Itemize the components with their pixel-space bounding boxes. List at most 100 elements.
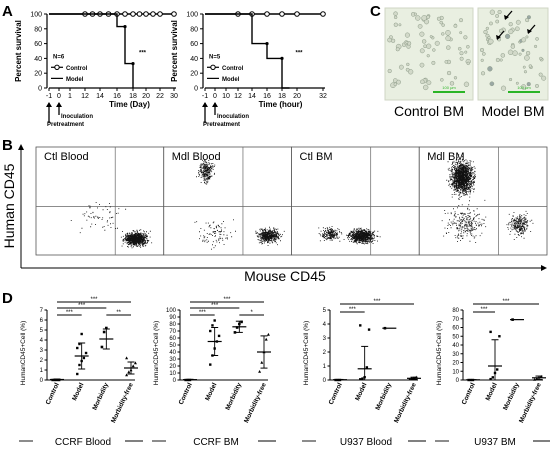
y-tick-label: 5 [40,328,44,334]
cell [444,60,449,64]
micrograph-panel: 100 μm Control BM 100 μm Model BM [384,7,549,119]
flow-plot-label: Mdl BM [427,151,464,163]
data-point [213,319,216,322]
data-point [102,330,106,334]
cell [535,37,539,41]
cell [480,71,486,76]
data-point [264,337,268,341]
cell [510,44,516,49]
y-tick-label: 7 [40,308,44,314]
x-tick-label: 12 [234,93,242,100]
data-point [489,330,492,334]
control-point [150,11,156,17]
x-tick-label: -1 [202,93,208,100]
cell [426,80,432,86]
y-tick-label: 0 [194,86,198,93]
data-point [80,332,83,336]
category-label: Model [354,382,368,402]
category-label: Morbidity [224,382,243,412]
control-point [171,11,177,17]
cell [393,82,398,87]
cell [538,72,543,77]
cell [524,55,530,61]
y-tick-label: 20 [190,71,198,78]
y-tick-label: 90 [169,315,176,321]
cell [441,23,445,27]
data-point [235,326,239,329]
data-point [367,328,371,331]
cell [445,35,451,42]
data-point [258,370,262,373]
y-tick-label: 30 [169,357,176,363]
y-axis-label: HumanCD45+Cell (%) [153,321,160,385]
model-survival-line [49,13,134,88]
y-tick-label: 70 [169,329,176,335]
cell [459,18,464,23]
cell [525,50,531,56]
control-point [279,11,285,17]
significance-label: *** [139,51,147,57]
n-label: N=5 [209,54,221,60]
data-point [125,356,129,360]
y-tick-label: 80 [34,26,42,33]
control-point [130,11,136,17]
cell [512,50,518,56]
y-axis-label: HumanCD45+Cell (%) [436,321,443,385]
significance-label: *** [502,299,510,305]
y-tick-label: 0 [323,378,327,384]
data-point [76,372,79,376]
data-point [233,331,237,334]
x-tick-label: 20 [142,93,150,100]
x-tick-label: -1 [46,93,52,100]
cell [541,75,547,81]
category-label: Morbidity-free [110,382,135,425]
panel-letter-c: C [370,3,381,20]
category-label: Model [485,382,499,402]
cell [463,35,468,40]
cell [432,48,436,52]
cell [508,77,513,82]
cell [466,44,470,49]
model-survival-line [205,13,290,89]
cell-arrowhead [496,35,501,40]
cell [393,22,398,27]
cell [489,81,495,87]
y-tick-label: 60 [34,41,42,48]
cell [489,21,493,26]
y-tick-label: 1 [40,368,44,374]
y-tick-label: 80 [169,322,176,328]
survival-chart-hours: Percent survival 0 20 40 60 80 100 -1 0 10 12 14 16 1… [170,11,327,128]
significance-label: *** [349,307,357,313]
cell [479,47,485,53]
y-axis-label: HumanCD45+Cell (%) [20,321,27,385]
cell [431,60,436,65]
data-point [131,364,135,368]
panel-letter-a: A [2,3,13,20]
category-label: Control [461,382,477,406]
flow-event-cloud [318,226,343,242]
data-point [78,342,81,346]
cell [464,50,468,54]
cell [417,23,423,29]
x-tick-label: 16 [113,93,121,100]
data-point [209,363,212,366]
y-tick-label: 80 [452,308,459,314]
y-tick-label: 1 [323,364,327,370]
cell [459,51,464,56]
significance-label: *** [199,310,207,316]
y-tick-label: 3 [323,336,327,342]
cell [398,64,404,70]
category-label: Control [328,382,344,406]
y-axis-label: HumanCD45+Cell (%) [303,321,310,385]
y-tick-label: 70 [452,317,459,323]
significance-label: *** [66,310,74,316]
x-tick-label: 14 [96,93,104,100]
y-tick-label: 5 [323,308,327,314]
category-label: Model [204,382,218,402]
dot-plot-3: HumanCD45+Cell (%) 0 1 2 3 4 5 Control Model Morb… [302,299,426,448]
y-axis-label: Percent survival [170,20,179,82]
data-point [209,329,212,333]
cell [446,45,451,50]
cell [487,66,493,72]
